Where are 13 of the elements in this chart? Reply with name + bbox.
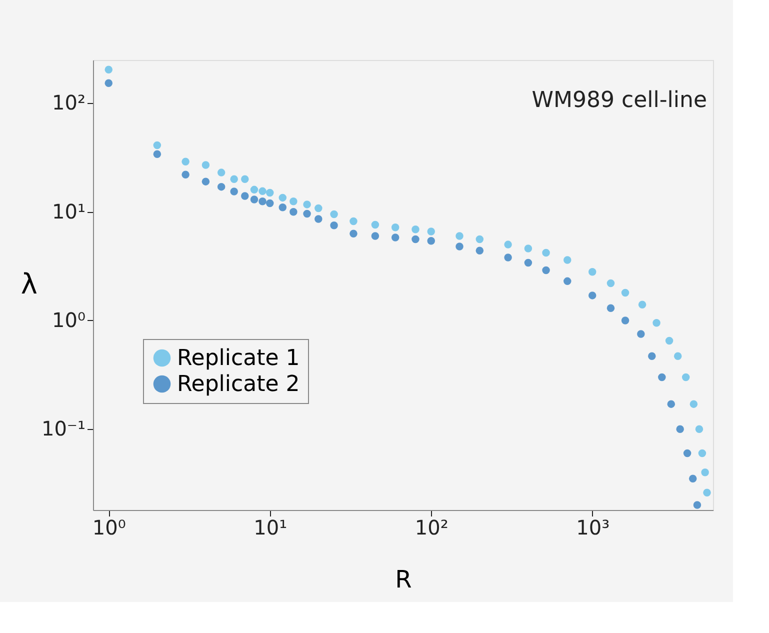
x-tick-label: 10³: [576, 516, 610, 540]
annotation: WM989 cell-line: [532, 88, 707, 113]
x-tick-label: 10¹: [254, 516, 288, 540]
y-axis-title: λ: [20, 268, 38, 300]
y-tick-label: 10⁻¹: [41, 416, 86, 441]
y-tick-label: 10⁰: [52, 308, 86, 332]
x-tick-label: 10²: [414, 516, 448, 540]
x-axis-title: R: [395, 566, 412, 594]
y-tick-label: 10¹: [52, 199, 86, 224]
x-tick-label: 10⁰: [92, 516, 126, 540]
y-tick-label: 10²: [52, 90, 86, 115]
legend-label: Replicate 2: [177, 372, 300, 397]
legend-label: Replicate 1: [177, 346, 300, 371]
